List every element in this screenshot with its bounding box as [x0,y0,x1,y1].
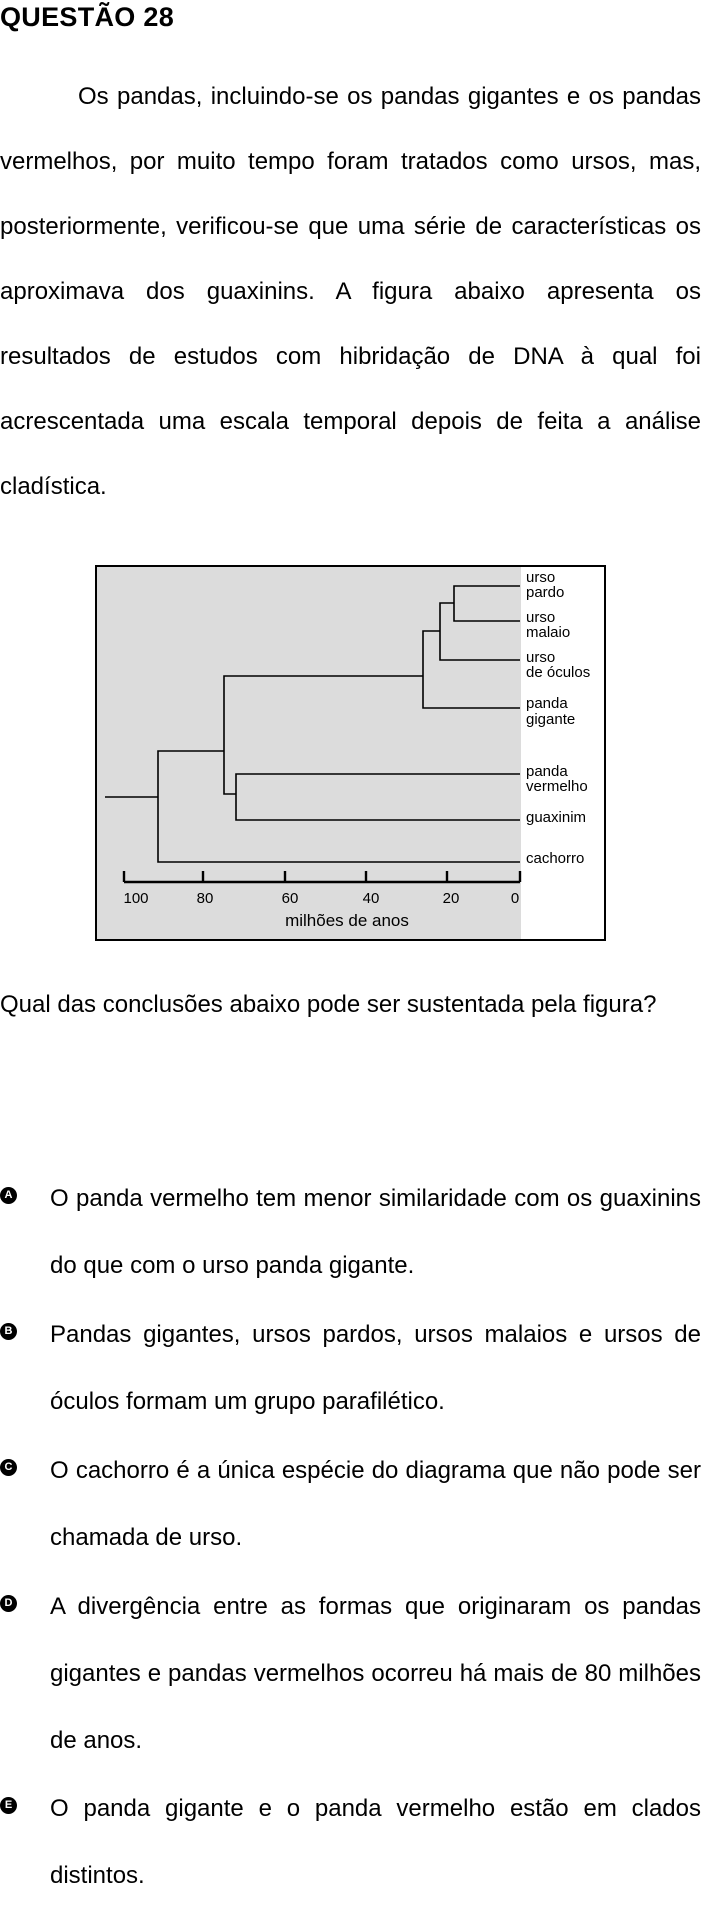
question-prompt: Qual das conclusões abaixo pode ser sust… [0,991,657,1018]
leaf-label-urso-pardo-2: pardo [526,584,564,601]
axis-label: milhões de anos [285,911,409,930]
question-stem: Os pandas, incluindo-se os pandas gigant… [0,83,701,500]
leaf-label-panda-gigante-2: gigante [526,711,575,728]
leaf-label-cachorro: cachorro [526,850,584,867]
cladogram-tree [105,585,520,863]
leaf-label-urso-malaio-1: urso [526,609,555,626]
axis-tick-label: 0 [511,890,519,907]
option-letter-badge: E [0,1797,17,1814]
axis-tick-label: 20 [443,890,460,907]
leaf-label-panda-vermelho-2: vermelho [526,778,588,795]
leaf-label-panda-vermelho-1: panda [526,763,568,780]
leaf-label-panda-gigante-1: panda [526,695,568,712]
option-text: O panda vermelho tem menor similaridade … [50,1185,701,1279]
leaf-label-guaxinim: guaxinim [526,809,586,826]
cladogram-figure: urso pardo urso malaio urso de óculos pa… [95,565,606,941]
option-text: Pandas gigantes, ursos pardos, ursos mal… [50,1321,701,1415]
option-text: O panda gigante e o panda vermelho estão… [50,1795,701,1889]
option-letter-badge: A [0,1187,17,1204]
time-axis [122,871,522,884]
axis-tick-label: 60 [282,890,299,907]
axis-tick-label: 100 [123,890,148,907]
leaf-label-urso-oculos-1: urso [526,649,555,666]
option-letter-badge: B [0,1323,17,1340]
option-letter-badge: D [0,1595,17,1612]
axis-tick-label: 80 [197,890,214,907]
option-text: O cachorro é a única espécie do diagrama… [50,1457,701,1551]
axis-tick-label: 40 [363,890,380,907]
option-text: A divergência entre as formas que origin… [50,1593,701,1754]
leaf-label-urso-malaio-2: malaio [526,624,570,641]
leaf-label-urso-oculos-2: de óculos [526,664,590,681]
question-title: QUESTÃO 28 [0,2,175,32]
option-letter-badge: C [0,1459,17,1476]
leaf-label-urso-pardo-1: urso [526,569,555,586]
